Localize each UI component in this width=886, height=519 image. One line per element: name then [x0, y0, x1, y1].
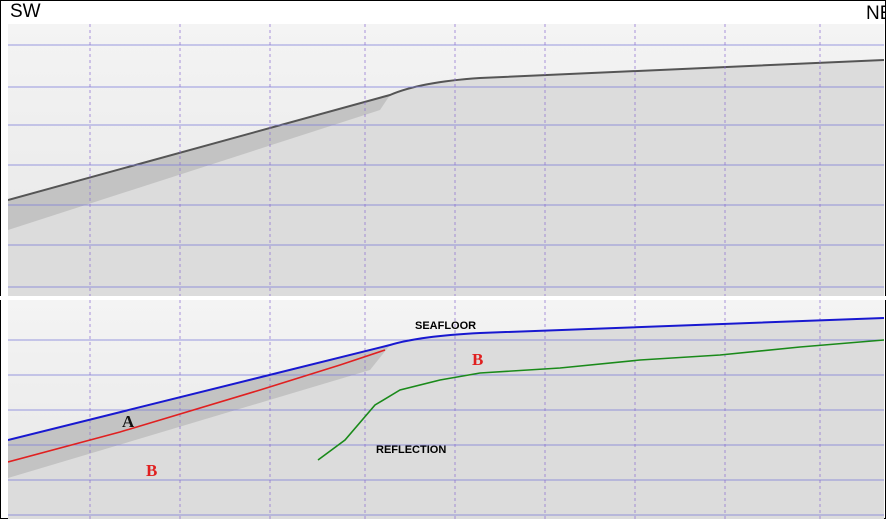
header-left: SW: [10, 1, 41, 22]
seismic-figure: SW NE SEAFLOOR REFLECTION A B B: [0, 0, 886, 519]
horizon-a-label: A: [122, 412, 135, 431]
upper-profile: [8, 24, 884, 296]
lower-profile: [8, 300, 884, 519]
horizon-b-label: B: [472, 350, 483, 369]
header-right: NE: [866, 3, 886, 24]
seafloor-label: SEAFLOOR: [415, 320, 476, 332]
reflection-label: REFLECTION: [376, 444, 446, 456]
horizon-b-label: B: [146, 461, 157, 480]
page: SW NE SEAFLOOR REFLECTION A B B (() => {…: [0, 0, 886, 519]
